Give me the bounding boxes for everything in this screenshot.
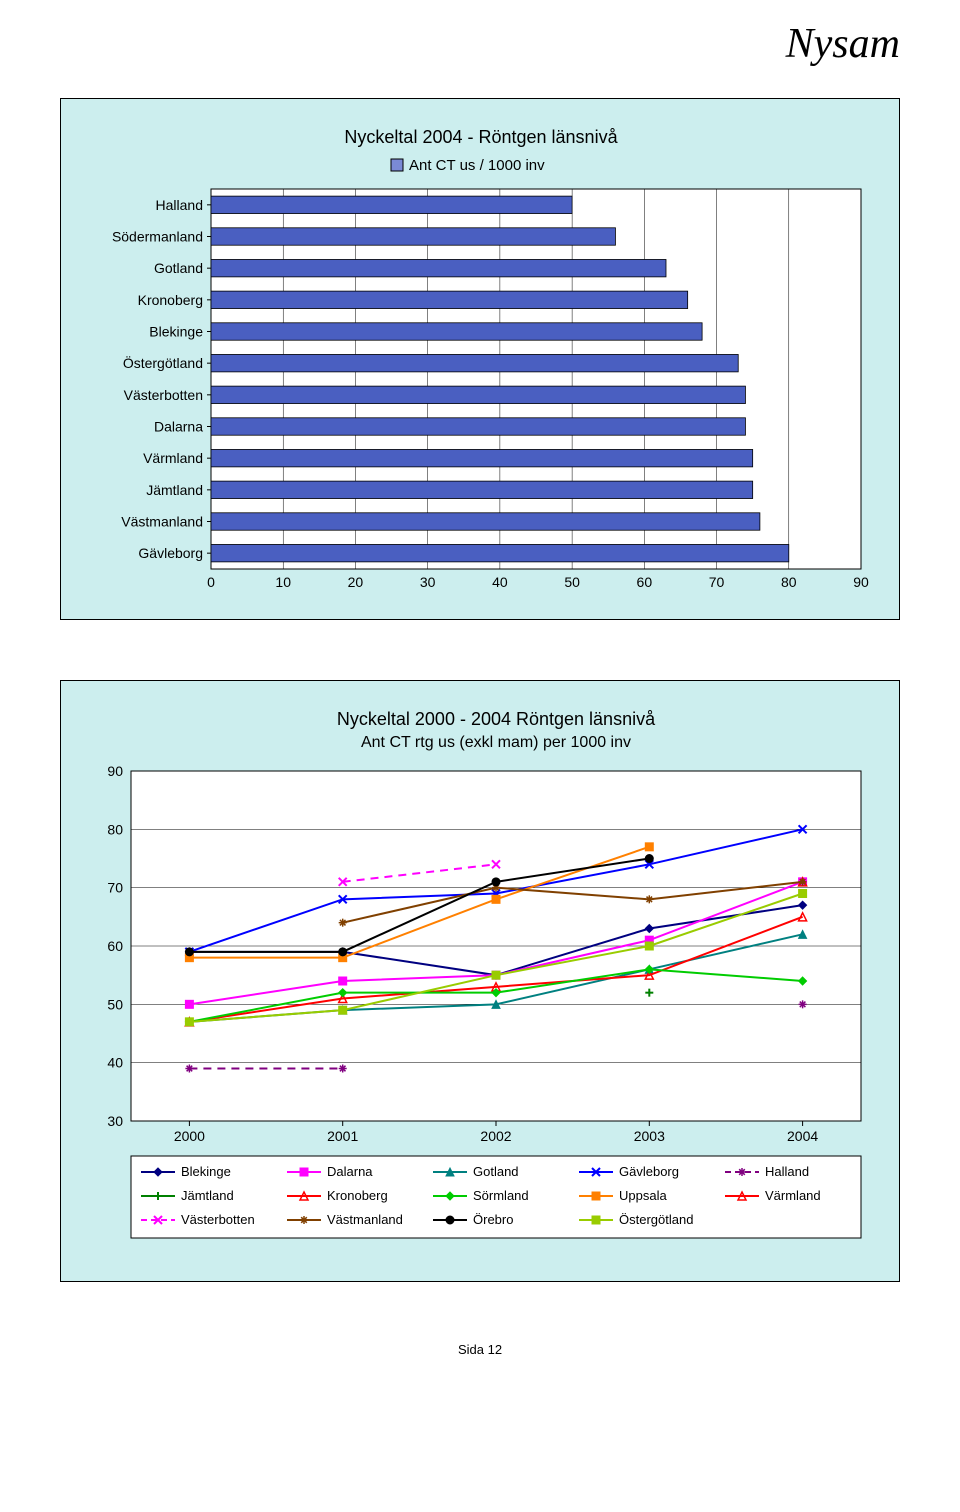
svg-text:Kronoberg: Kronoberg xyxy=(138,292,203,308)
svg-text:Halland: Halland xyxy=(156,197,203,213)
svg-text:Uppsala: Uppsala xyxy=(619,1188,667,1203)
svg-text:Nyckeltal 2004 - Röntgen län: Nyckeltal 2004 - Röntgen länsnivå xyxy=(344,127,618,147)
svg-text:40: 40 xyxy=(492,574,508,590)
svg-text:50: 50 xyxy=(107,996,123,1012)
svg-text:Östergötland: Östergötland xyxy=(123,354,203,371)
svg-text:50: 50 xyxy=(564,574,580,590)
svg-text:Jämtland: Jämtland xyxy=(146,482,203,498)
svg-text:Västerbotten: Västerbotten xyxy=(181,1212,255,1227)
bar-chart: Nyckeltal 2004 - Röntgen länsnivå Ant CT … xyxy=(81,119,881,599)
svg-text:60: 60 xyxy=(637,574,653,590)
svg-text:2001: 2001 xyxy=(327,1128,358,1144)
svg-text:Ant CT rtg us (exkl mam) per 1: Ant CT rtg us (exkl mam) per 1000 inv xyxy=(361,734,631,751)
page-footer: Sida 12 xyxy=(60,1342,900,1357)
svg-text:80: 80 xyxy=(107,821,123,837)
svg-text:Gävleborg: Gävleborg xyxy=(619,1164,679,1179)
svg-text:Sörmland: Sörmland xyxy=(473,1188,529,1203)
svg-text:Södermanland: Södermanland xyxy=(112,229,203,245)
svg-text:60: 60 xyxy=(107,938,123,954)
svg-text:Blekinge: Blekinge xyxy=(181,1164,231,1179)
svg-text:Västmanland: Västmanland xyxy=(121,514,203,530)
svg-text:30: 30 xyxy=(107,1113,123,1129)
svg-text:30: 30 xyxy=(420,574,436,590)
svg-text:40: 40 xyxy=(107,1055,123,1071)
svg-text:Gotland: Gotland xyxy=(473,1164,519,1179)
svg-text:80: 80 xyxy=(781,574,797,590)
svg-text:0: 0 xyxy=(207,574,215,590)
svg-text:Dalarna: Dalarna xyxy=(154,419,203,435)
svg-text:2002: 2002 xyxy=(480,1128,511,1144)
bar-chart-frame: Nyckeltal 2004 - Röntgen länsnivå Ant CT … xyxy=(60,98,900,620)
svg-text:70: 70 xyxy=(709,574,725,590)
svg-text:Ant CT us / 1000 inv: Ant CT us / 1000 inv xyxy=(409,157,545,174)
svg-text:Västmanland: Västmanland xyxy=(327,1212,403,1227)
svg-text:Västerbotten: Västerbotten xyxy=(124,387,203,403)
svg-text:Halland: Halland xyxy=(765,1164,809,1179)
svg-text:90: 90 xyxy=(107,763,123,779)
svg-text:Nyckeltal 2000 - 2004 Röntgen: Nyckeltal 2000 - 2004 Röntgen länsnivå xyxy=(337,709,656,729)
svg-text:Kronoberg: Kronoberg xyxy=(327,1188,388,1203)
svg-text:2003: 2003 xyxy=(634,1128,665,1144)
svg-text:2000: 2000 xyxy=(174,1128,205,1144)
svg-text:Blekinge: Blekinge xyxy=(149,324,203,340)
svg-text:70: 70 xyxy=(107,880,123,896)
svg-text:Gotland: Gotland xyxy=(154,260,203,276)
svg-text:2004: 2004 xyxy=(787,1128,818,1144)
svg-text:Jämtland: Jämtland xyxy=(181,1188,234,1203)
svg-text:Östergötland: Östergötland xyxy=(619,1212,693,1227)
brand-title: Nysam xyxy=(60,20,900,68)
svg-text:Dalarna: Dalarna xyxy=(327,1164,373,1179)
svg-text:Värmland: Värmland xyxy=(765,1188,821,1203)
line-chart-frame: Nyckeltal 2000 - 2004 Röntgen länsnivå An… xyxy=(60,680,900,1282)
svg-text:10: 10 xyxy=(275,574,291,590)
svg-text:90: 90 xyxy=(853,574,869,590)
svg-text:Örebro: Örebro xyxy=(473,1212,513,1227)
svg-text:Gävleborg: Gävleborg xyxy=(138,545,203,561)
svg-text:Värmland: Värmland xyxy=(143,450,203,466)
line-chart: Nyckeltal 2000 - 2004 Röntgen länsnivå An… xyxy=(81,701,881,1261)
svg-text:20: 20 xyxy=(348,574,364,590)
